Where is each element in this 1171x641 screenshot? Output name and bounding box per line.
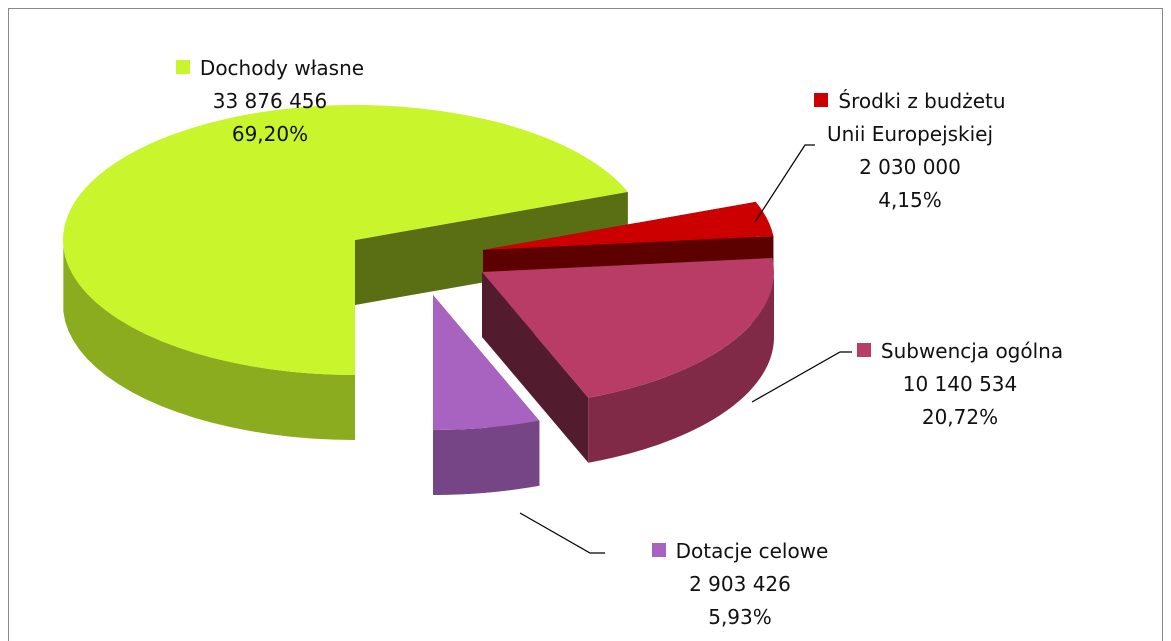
value-label: 2 903 426 — [689, 572, 791, 596]
value-label: 10 140 534 — [902, 372, 1018, 396]
percent-label: 4,15% — [878, 188, 942, 212]
category-name: Środki z budżetu Unii Europejskiej — [826, 89, 1006, 146]
slice — [433, 295, 540, 430]
label-line: Dochody własne — [120, 52, 420, 85]
slice — [482, 258, 774, 398]
label-line: Dotacje celowe — [600, 535, 880, 568]
percent-label: 5,93% — [708, 605, 772, 629]
label-line: Subwencja ogólna — [820, 335, 1100, 368]
data-label: Subwencja ogólna 10 140 534 20,72% — [820, 335, 1100, 434]
data-label: Dotacje celowe 2 903 426 5,93% — [600, 535, 880, 634]
leader-line — [754, 144, 815, 223]
slice — [483, 201, 774, 250]
category-name: Dotacje celowe — [675, 539, 829, 563]
slice-side — [482, 272, 589, 463]
slice — [63, 104, 628, 375]
leader-line — [751, 351, 852, 403]
category-name: Dochody własne — [199, 56, 365, 80]
legend-swatch — [856, 343, 871, 357]
legend-swatch — [814, 93, 829, 107]
legend-swatch — [175, 60, 190, 74]
value-label: 2 030 000 — [859, 155, 961, 179]
chart-frame — [8, 8, 1163, 641]
slice-rim — [63, 246, 356, 440]
data-label: Dochody własne 33 876 456 69,20% — [120, 52, 420, 151]
label-line: Środki z budżetu Unii Europejskiej — [795, 85, 1025, 151]
leader-line — [519, 512, 605, 554]
percent-label: 69,20% — [231, 122, 309, 146]
percent-label: 20,72% — [921, 405, 999, 429]
slice-rim — [433, 420, 540, 495]
slice-side — [355, 191, 628, 305]
value-label: 33 876 456 — [212, 89, 328, 113]
data-label: Środki z budżetu Unii Europejskiej 2 030 … — [760, 85, 1060, 217]
slice-rim — [588, 272, 774, 463]
legend-swatch — [651, 543, 666, 557]
category-name: Subwencja ogólna — [880, 339, 1064, 363]
